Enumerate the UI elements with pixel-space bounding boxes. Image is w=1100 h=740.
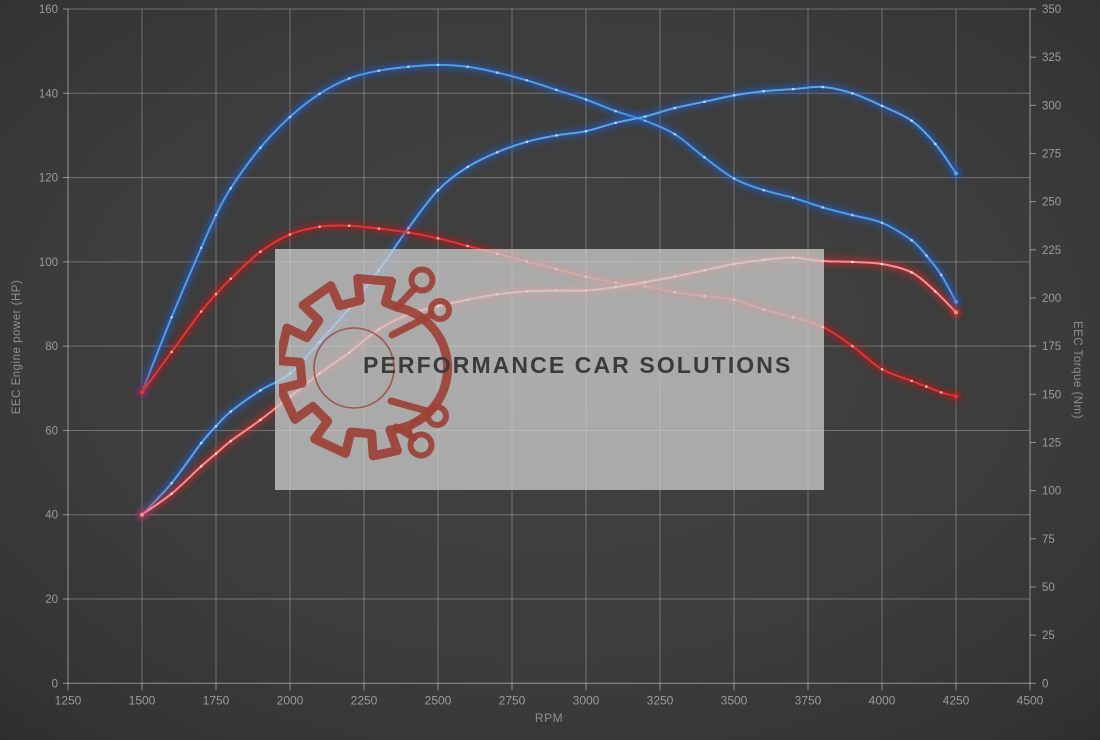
svg-text:4500: 4500 — [1017, 693, 1044, 707]
svg-text:3750: 3750 — [795, 693, 822, 707]
svg-text:350: 350 — [1042, 4, 1061, 16]
svg-text:50: 50 — [1042, 582, 1055, 594]
watermark-panel: PERFORMANCE CAR SOLUTIONS — [275, 249, 824, 490]
svg-text:100: 100 — [1042, 486, 1061, 498]
svg-text:2750: 2750 — [499, 693, 526, 707]
svg-text:200: 200 — [1042, 293, 1061, 305]
svg-text:1500: 1500 — [129, 693, 156, 707]
svg-text:80: 80 — [45, 341, 58, 353]
svg-text:60: 60 — [45, 425, 58, 437]
svg-text:175: 175 — [1042, 341, 1061, 353]
svg-text:0: 0 — [1042, 678, 1048, 690]
svg-text:300: 300 — [1042, 100, 1061, 112]
svg-text:225: 225 — [1042, 245, 1061, 257]
svg-text:3500: 3500 — [721, 693, 748, 707]
right-axis-title: EEC Torque (Nm) — [1071, 320, 1083, 420]
svg-text:1750: 1750 — [203, 693, 230, 707]
svg-text:325: 325 — [1042, 52, 1061, 64]
svg-text:40: 40 — [45, 510, 58, 522]
svg-text:1250: 1250 — [55, 693, 82, 707]
axes — [67, 9, 1031, 684]
left-axis-title: EEC Engine power (HP) — [11, 279, 23, 415]
x-axis-title: RPM — [534, 711, 564, 725]
svg-text:160: 160 — [39, 4, 58, 16]
svg-text:125: 125 — [1042, 437, 1061, 449]
svg-text:2000: 2000 — [277, 693, 304, 707]
svg-text:275: 275 — [1042, 148, 1061, 160]
svg-text:3250: 3250 — [647, 693, 674, 707]
svg-text:150: 150 — [1042, 389, 1061, 401]
svg-text:3000: 3000 — [573, 693, 600, 707]
svg-text:25: 25 — [1042, 630, 1055, 642]
svg-text:0: 0 — [52, 678, 58, 690]
gear-circuit-logo-icon — [279, 266, 452, 461]
watermark-text: PERFORMANCE CAR SOLUTIONS — [363, 352, 793, 378]
svg-text:4250: 4250 — [943, 693, 970, 707]
svg-text:250: 250 — [1042, 197, 1061, 209]
svg-text:120: 120 — [39, 173, 58, 185]
svg-text:4000: 4000 — [869, 693, 896, 707]
svg-text:100: 100 — [39, 257, 58, 269]
curve-torque-tuned — [137, 61, 961, 397]
svg-text:75: 75 — [1042, 534, 1055, 546]
svg-text:2250: 2250 — [351, 693, 378, 707]
svg-text:2500: 2500 — [425, 693, 452, 707]
svg-text:140: 140 — [39, 88, 58, 100]
tick-labels: 1250 1500 1750 2000 2250 2500 2750 3000 3250 3500… — [39, 4, 1061, 707]
svg-text:20: 20 — [45, 594, 58, 606]
